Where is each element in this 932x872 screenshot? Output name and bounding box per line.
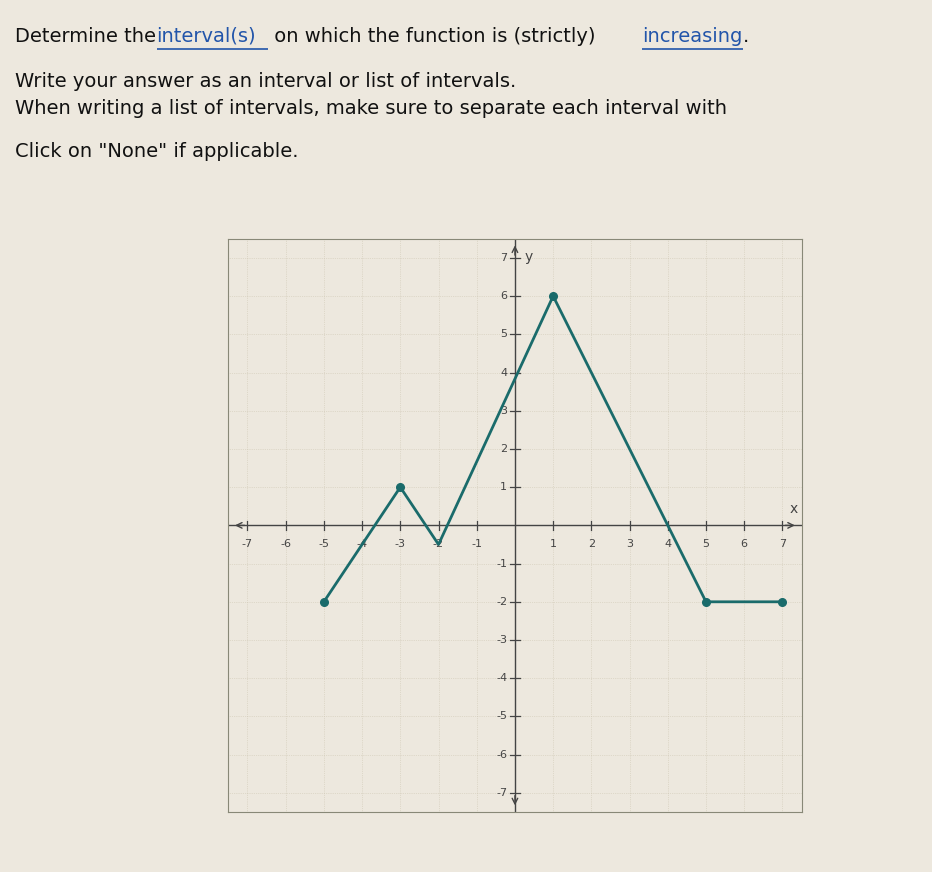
Text: 7: 7: [779, 539, 786, 548]
Text: -3: -3: [395, 539, 405, 548]
Text: -7: -7: [496, 788, 507, 798]
Text: -1: -1: [472, 539, 482, 548]
Text: 5: 5: [500, 330, 507, 339]
Text: increasing: increasing: [642, 27, 742, 46]
Text: x: x: [789, 501, 798, 516]
Text: -2: -2: [496, 596, 507, 607]
Text: -4: -4: [357, 539, 367, 548]
Text: 2: 2: [588, 539, 595, 548]
Text: 1: 1: [500, 482, 507, 492]
Text: -2: -2: [433, 539, 444, 548]
Text: -4: -4: [496, 673, 507, 684]
Text: -7: -7: [242, 539, 253, 548]
Text: -5: -5: [496, 712, 507, 721]
Text: Write your answer as an interval or list of intervals.: Write your answer as an interval or list…: [15, 72, 516, 91]
Text: on which the function is (strictly): on which the function is (strictly): [267, 27, 601, 46]
Text: .: .: [743, 27, 749, 46]
Text: -3: -3: [496, 635, 507, 645]
Text: 4: 4: [665, 539, 671, 548]
Text: 5: 5: [703, 539, 709, 548]
Text: y: y: [525, 250, 533, 264]
Text: 3: 3: [500, 405, 507, 416]
Text: 6: 6: [500, 291, 507, 301]
Text: Click on "None" if applicable.: Click on "None" if applicable.: [15, 142, 298, 161]
Text: 4: 4: [500, 367, 507, 378]
Text: 1: 1: [550, 539, 556, 548]
Text: -6: -6: [281, 539, 291, 548]
Text: interval(s): interval(s): [157, 27, 256, 46]
Text: -6: -6: [496, 750, 507, 760]
Text: -5: -5: [319, 539, 329, 548]
Text: Determine the: Determine the: [15, 27, 162, 46]
Text: 7: 7: [500, 253, 507, 262]
Text: -1: -1: [496, 559, 507, 569]
Text: 6: 6: [741, 539, 747, 548]
Text: 3: 3: [626, 539, 633, 548]
Text: When writing a list of intervals, make sure to separate each interval with: When writing a list of intervals, make s…: [15, 99, 727, 118]
Text: 2: 2: [500, 444, 507, 454]
